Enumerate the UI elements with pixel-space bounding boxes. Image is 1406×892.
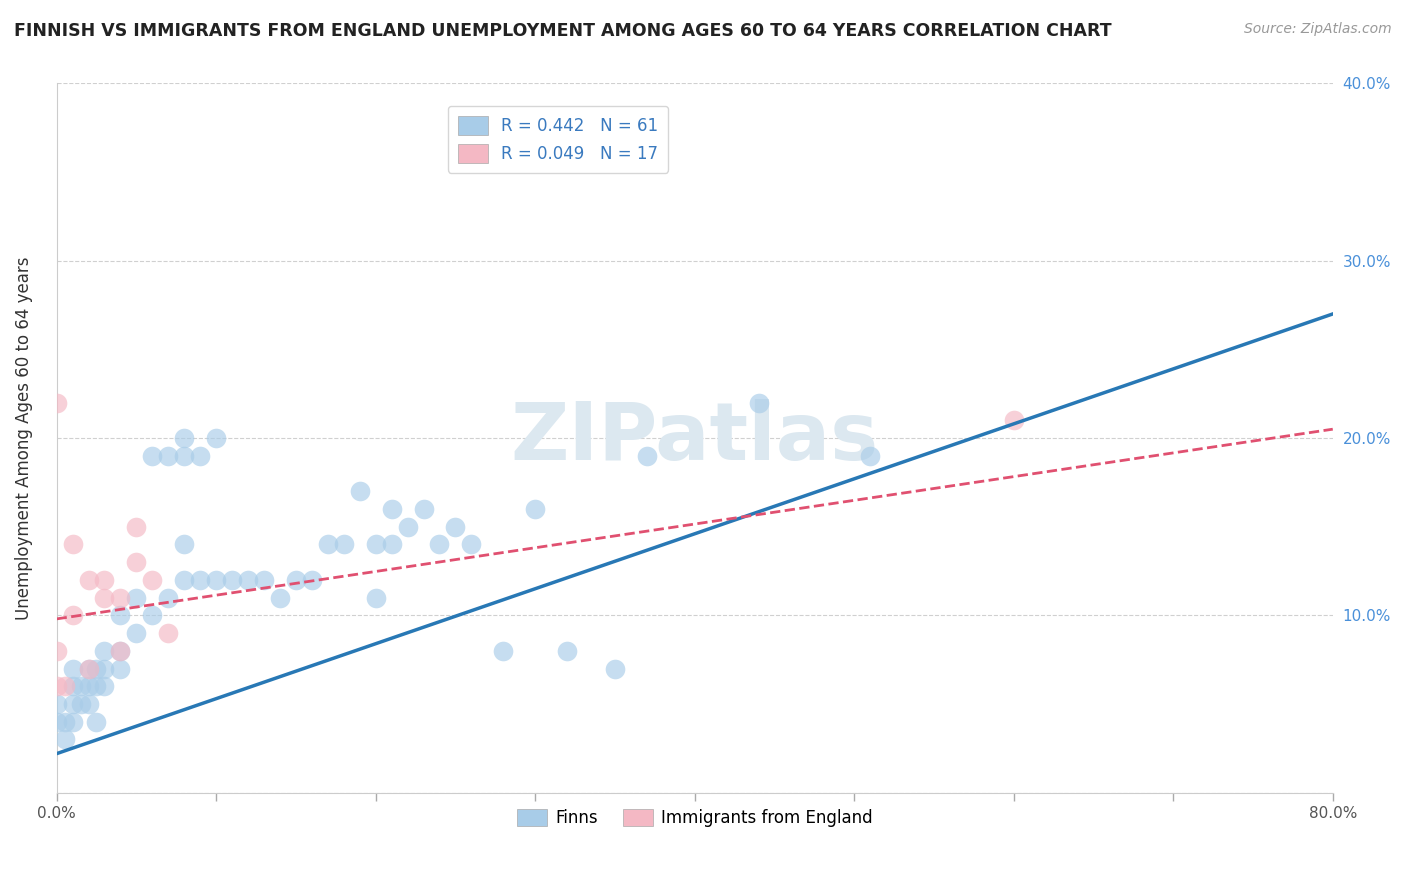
Text: FINNISH VS IMMIGRANTS FROM ENGLAND UNEMPLOYMENT AMONG AGES 60 TO 64 YEARS CORREL: FINNISH VS IMMIGRANTS FROM ENGLAND UNEMP… — [14, 22, 1112, 40]
Point — [110, 644, 132, 658]
Point — [45, 714, 67, 729]
Point — [173, 573, 195, 587]
Point — [396, 519, 419, 533]
Point — [429, 537, 451, 551]
Point — [173, 431, 195, 445]
Point — [444, 519, 467, 533]
Point — [381, 502, 404, 516]
Point — [77, 661, 100, 675]
Point — [141, 608, 163, 623]
Point — [77, 679, 100, 693]
Point — [173, 537, 195, 551]
Point — [157, 626, 180, 640]
Point — [69, 697, 91, 711]
Point — [460, 537, 482, 551]
Point — [62, 537, 84, 551]
Point — [141, 449, 163, 463]
Legend: Finns, Immigrants from England: Finns, Immigrants from England — [510, 803, 879, 834]
Point — [77, 661, 100, 675]
Point — [316, 537, 339, 551]
Point — [141, 573, 163, 587]
Point — [125, 591, 148, 605]
Point — [53, 714, 76, 729]
Point — [77, 573, 100, 587]
Point — [157, 449, 180, 463]
Point — [110, 661, 132, 675]
Point — [205, 573, 228, 587]
Point — [555, 644, 578, 658]
Point — [349, 484, 371, 499]
Text: ZIPatlas: ZIPatlas — [510, 399, 879, 477]
Point — [125, 555, 148, 569]
Point — [62, 697, 84, 711]
Point — [69, 679, 91, 693]
Point — [205, 431, 228, 445]
Point — [62, 679, 84, 693]
Point — [173, 449, 195, 463]
Point — [45, 697, 67, 711]
Point — [125, 626, 148, 640]
Point — [1002, 413, 1025, 427]
Point — [45, 679, 67, 693]
Point — [110, 608, 132, 623]
Point — [93, 679, 115, 693]
Point — [62, 714, 84, 729]
Point — [45, 644, 67, 658]
Point — [636, 449, 658, 463]
Point — [747, 395, 769, 409]
Point — [188, 573, 211, 587]
Point — [492, 644, 515, 658]
Point — [301, 573, 323, 587]
Point — [364, 537, 387, 551]
Point — [93, 644, 115, 658]
Point — [93, 661, 115, 675]
Point — [524, 502, 547, 516]
Point — [236, 573, 259, 587]
Point — [110, 644, 132, 658]
Point — [62, 661, 84, 675]
Point — [364, 591, 387, 605]
Y-axis label: Unemployment Among Ages 60 to 64 years: Unemployment Among Ages 60 to 64 years — [15, 256, 32, 620]
Point — [62, 608, 84, 623]
Point — [110, 591, 132, 605]
Point — [157, 591, 180, 605]
Point — [859, 449, 882, 463]
Point — [93, 573, 115, 587]
Point — [45, 395, 67, 409]
Point — [53, 679, 76, 693]
Point — [412, 502, 434, 516]
Point — [221, 573, 243, 587]
Point — [381, 537, 404, 551]
Point — [284, 573, 307, 587]
Point — [53, 732, 76, 747]
Point — [86, 679, 108, 693]
Point — [332, 537, 354, 551]
Point — [253, 573, 276, 587]
Point — [269, 591, 291, 605]
Point — [93, 591, 115, 605]
Point — [188, 449, 211, 463]
Text: Source: ZipAtlas.com: Source: ZipAtlas.com — [1244, 22, 1392, 37]
Point — [77, 697, 100, 711]
Point — [86, 661, 108, 675]
Point — [603, 661, 626, 675]
Point — [86, 714, 108, 729]
Point — [125, 519, 148, 533]
